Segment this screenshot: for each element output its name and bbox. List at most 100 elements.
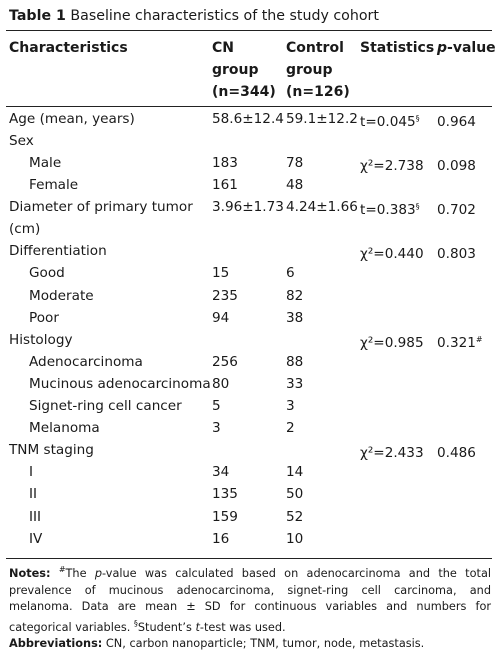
table-row: Diameter of primary tumor (cm) 3.96±1.73 4…	[0, 196, 498, 240]
control-value: 3	[286, 398, 295, 415]
p-value: 0.098	[437, 158, 476, 175]
row-label: Differentiation	[9, 243, 107, 260]
row-label: Diameter of primary tumor (cm)	[9, 199, 193, 238]
cn-value: 235	[212, 287, 238, 304]
row-label: Signet-ring cell cancer	[29, 398, 182, 415]
row-label: Melanoma	[29, 420, 100, 437]
header-cn-line: (n=344)	[212, 84, 276, 100]
statistic-value: χ²=2.433	[360, 445, 424, 462]
table-row: Moderate 235 82	[0, 285, 498, 307]
cn-value: 161	[212, 177, 238, 194]
cn-value: 5	[212, 398, 221, 415]
control-value: 38	[286, 309, 304, 326]
cn-value: 3	[212, 420, 221, 437]
table-row: TNM staging χ²=2.433 0.486	[0, 439, 498, 461]
header-p-value: p-value	[437, 40, 496, 56]
header-cn-line: group	[212, 62, 259, 78]
p-value: 0.321#	[437, 334, 483, 351]
row-label: IV	[29, 530, 43, 547]
control-value: 6	[286, 265, 295, 282]
table-title: Table 1 Baseline characteristics of the …	[9, 7, 489, 25]
statistic-value: t=0.383§	[360, 202, 420, 219]
cn-value: 80	[212, 375, 230, 392]
table-row: III 159 52	[0, 506, 498, 528]
statistic-value: t=0.045§	[360, 114, 420, 130]
cn-value: 3.96±1.73	[212, 199, 284, 216]
cn-value: 34	[212, 464, 230, 481]
row-label: Mucinous adenocarcinoma	[29, 375, 211, 392]
header-control-group: Control group (n=126)	[286, 37, 350, 103]
control-value: 50	[286, 486, 304, 503]
table-row: Male 183 78 χ²=2.738 0.098	[0, 152, 498, 174]
table-row: II 135 50	[0, 483, 498, 505]
row-label: Age (mean, years)	[9, 111, 135, 127]
control-value: 52	[286, 508, 304, 525]
statistic-value: χ²=0.985	[360, 334, 424, 351]
cn-value: 94	[212, 309, 230, 326]
table-row: Signet-ring cell cancer 5 3	[0, 395, 498, 417]
control-value: 10	[286, 530, 304, 547]
control-value: 14	[286, 464, 304, 481]
header-cn-line: CN	[212, 40, 234, 56]
table-row: I 34 14	[0, 461, 498, 483]
bottom-rule	[6, 558, 492, 560]
table-row: Histology χ²=0.985 0.321#	[0, 329, 498, 351]
footnote-mark: §	[415, 202, 420, 212]
top-rule	[6, 30, 492, 32]
statistic-value: χ²=0.440	[360, 246, 424, 263]
control-value: 2	[286, 420, 295, 437]
cn-value: 256	[212, 353, 238, 370]
table-row: Differentiation χ²=0.440 0.803	[0, 240, 498, 262]
row-label: Sex	[9, 133, 34, 150]
table-row: Mucinous adenocarcinoma 80 33	[0, 373, 498, 395]
control-value: 4.24±1.66	[286, 199, 358, 216]
table-row: Age (mean, years) 58.6±12.4 59.1±12.2 t=0.0…	[0, 108, 498, 130]
table-body: Age (mean, years) 58.6±12.4 59.1±12.2 t=0.0…	[0, 108, 498, 550]
footnote-mark: #	[475, 334, 483, 344]
abbreviations-paragraph: Abbreviations: CN, carbon nanoparticle; …	[9, 637, 425, 650]
control-value: 78	[286, 155, 304, 172]
row-label: II	[29, 486, 38, 503]
row-label: Moderate	[29, 287, 94, 304]
cn-value: 16	[212, 530, 230, 547]
notes-paragraph: Notes: #The p-value was calculated based…	[9, 565, 491, 634]
cn-value: 15	[212, 265, 230, 282]
header-statistics: Statistics	[360, 40, 435, 56]
table-row: Good 15 6	[0, 262, 498, 284]
table-row: Adenocarcinoma 256 88	[0, 351, 498, 373]
table-notes: Notes: #The p-value was calculated based…	[9, 562, 491, 653]
row-label: I	[29, 464, 34, 481]
header-rule	[6, 106, 492, 107]
cn-value: 159	[212, 508, 238, 525]
cn-value: 135	[212, 486, 238, 503]
header-control-line: (n=126)	[286, 84, 350, 100]
header-cn-group: CN group (n=344)	[212, 37, 276, 103]
row-label: Adenocarcinoma	[29, 353, 143, 370]
table-row: Sex	[0, 130, 498, 152]
table-row: Poor 94 38	[0, 307, 498, 329]
header-characteristics: Characteristics	[9, 40, 128, 56]
table-row: IV 16 10	[0, 528, 498, 550]
statistic-value: χ²=2.738	[360, 158, 424, 175]
cn-value: 183	[212, 155, 238, 172]
row-label: Poor	[29, 309, 59, 326]
table-row: Female 161 48	[0, 174, 498, 196]
row-label: Female	[29, 177, 79, 194]
control-value: 82	[286, 287, 304, 304]
row-label: III	[29, 508, 42, 525]
p-value: 0.486	[437, 445, 476, 462]
control-value: 33	[286, 375, 304, 392]
table-label: Table 1	[9, 8, 66, 24]
row-label: Histology	[9, 331, 73, 348]
header-control-line: group	[286, 62, 333, 78]
p-value: 0.964	[437, 114, 476, 130]
row-label: Male	[29, 155, 62, 172]
header-control-line: Control	[286, 40, 344, 56]
row-label: TNM staging	[9, 442, 94, 459]
p-value: 0.702	[437, 202, 476, 219]
row-label: Good	[29, 265, 65, 282]
control-value: 48	[286, 177, 304, 194]
cn-value: 58.6±12.4	[212, 111, 284, 127]
control-value: 59.1±12.2	[286, 111, 358, 127]
